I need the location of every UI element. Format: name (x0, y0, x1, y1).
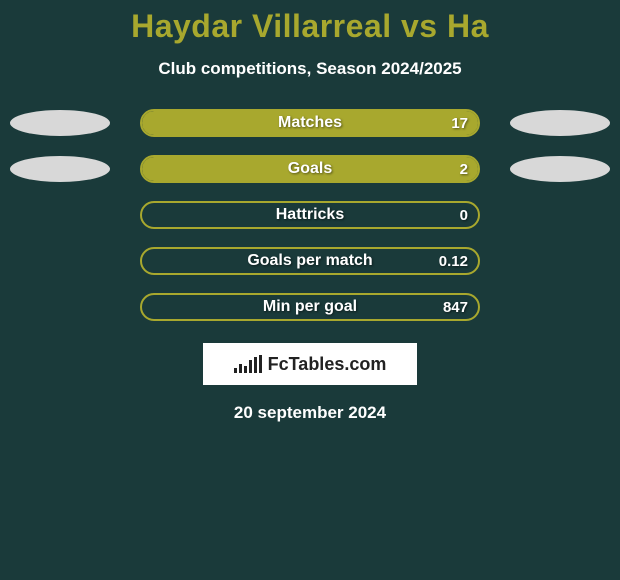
left-ellipse (10, 110, 110, 136)
stat-value: 0 (460, 203, 468, 227)
logo-text: FcTables.com (268, 354, 387, 375)
logo-box[interactable]: FcTables.com (203, 343, 417, 385)
stat-value: 17 (451, 111, 468, 135)
stat-label: Min per goal (142, 295, 478, 319)
stat-bar: Matches17 (140, 109, 480, 137)
stat-label: Goals (142, 157, 478, 181)
date-label: 20 september 2024 (0, 403, 620, 423)
stat-bar: Goals2 (140, 155, 480, 183)
subtitle: Club competitions, Season 2024/2025 (0, 59, 620, 79)
barchart-icon (234, 355, 262, 373)
stat-value: 847 (443, 295, 468, 319)
stat-bar: Min per goal847 (140, 293, 480, 321)
stat-label: Matches (142, 111, 478, 135)
right-ellipse (510, 156, 610, 182)
stat-label: Goals per match (142, 249, 478, 273)
stat-rows: Matches17 Goals2 Hattricks0 Goals per match… (0, 109, 620, 321)
stat-value: 2 (460, 157, 468, 181)
stat-row: Goals2 (0, 155, 620, 183)
comparison-card: Haydar Villarreal vs Ha Club competition… (0, 0, 620, 423)
stat-row: Hattricks0 (0, 201, 620, 229)
page-title: Haydar Villarreal vs Ha (0, 8, 620, 45)
right-ellipse (510, 110, 610, 136)
left-ellipse (10, 156, 110, 182)
stat-row: Matches17 (0, 109, 620, 137)
stat-label: Hattricks (142, 203, 478, 227)
stat-value: 0.12 (439, 249, 468, 273)
stat-row: Min per goal847 (0, 293, 620, 321)
stat-bar: Hattricks0 (140, 201, 480, 229)
stat-bar: Goals per match0.12 (140, 247, 480, 275)
stat-row: Goals per match0.12 (0, 247, 620, 275)
